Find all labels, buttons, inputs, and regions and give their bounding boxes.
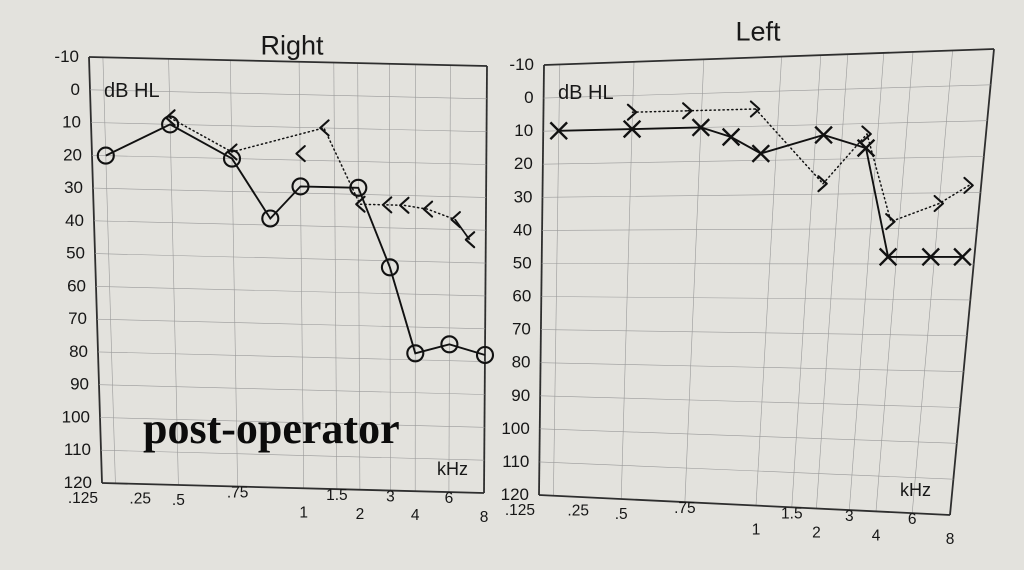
- svg-text:.75: .75: [227, 485, 249, 502]
- svg-text:40: 40: [513, 220, 532, 239]
- svg-text:.125: .125: [68, 490, 98, 507]
- svg-text:.25: .25: [567, 503, 589, 520]
- svg-text:80: 80: [512, 353, 531, 372]
- svg-text:0: 0: [524, 88, 533, 107]
- svg-text:90: 90: [511, 386, 530, 405]
- svg-text:2: 2: [812, 525, 821, 542]
- svg-text:60: 60: [67, 276, 86, 295]
- svg-text:110: 110: [64, 440, 91, 459]
- svg-text:110: 110: [502, 452, 529, 471]
- svg-text:100: 100: [62, 408, 90, 427]
- svg-text:1.5: 1.5: [781, 505, 803, 522]
- svg-text:4: 4: [411, 507, 420, 524]
- svg-text:.5: .5: [172, 492, 185, 509]
- svg-text:20: 20: [514, 154, 533, 173]
- svg-text:60: 60: [512, 287, 531, 306]
- svg-text:90: 90: [70, 375, 89, 394]
- svg-text:3: 3: [386, 489, 395, 506]
- svg-text:50: 50: [66, 244, 85, 263]
- svg-text:30: 30: [514, 187, 533, 206]
- svg-text:10: 10: [514, 121, 533, 140]
- svg-text:.5: .5: [615, 506, 628, 523]
- svg-text:30: 30: [64, 178, 83, 197]
- svg-text:50: 50: [513, 254, 532, 273]
- svg-text:1: 1: [299, 504, 308, 521]
- svg-text:1.5: 1.5: [326, 487, 348, 504]
- svg-text:100: 100: [501, 419, 529, 438]
- svg-text:8: 8: [480, 509, 489, 526]
- svg-text:40: 40: [65, 211, 84, 230]
- svg-text:6: 6: [445, 490, 454, 507]
- svg-text:.75: .75: [674, 500, 696, 517]
- svg-text:80: 80: [69, 342, 88, 361]
- svg-text:6: 6: [908, 511, 917, 528]
- svg-text:10: 10: [62, 113, 81, 132]
- svg-text:.25: .25: [129, 490, 151, 507]
- svg-text:-10: -10: [509, 55, 534, 74]
- svg-text:1: 1: [752, 522, 761, 539]
- svg-text:3: 3: [845, 508, 854, 525]
- svg-text:-10: -10: [54, 47, 79, 66]
- svg-text:8: 8: [946, 531, 955, 548]
- svg-text:0: 0: [71, 80, 80, 99]
- svg-text:20: 20: [63, 145, 82, 164]
- svg-text:2: 2: [356, 506, 365, 523]
- svg-text:70: 70: [68, 309, 87, 328]
- svg-text:4: 4: [872, 527, 881, 544]
- svg-text:70: 70: [512, 320, 531, 339]
- svg-text:.125: .125: [505, 502, 535, 519]
